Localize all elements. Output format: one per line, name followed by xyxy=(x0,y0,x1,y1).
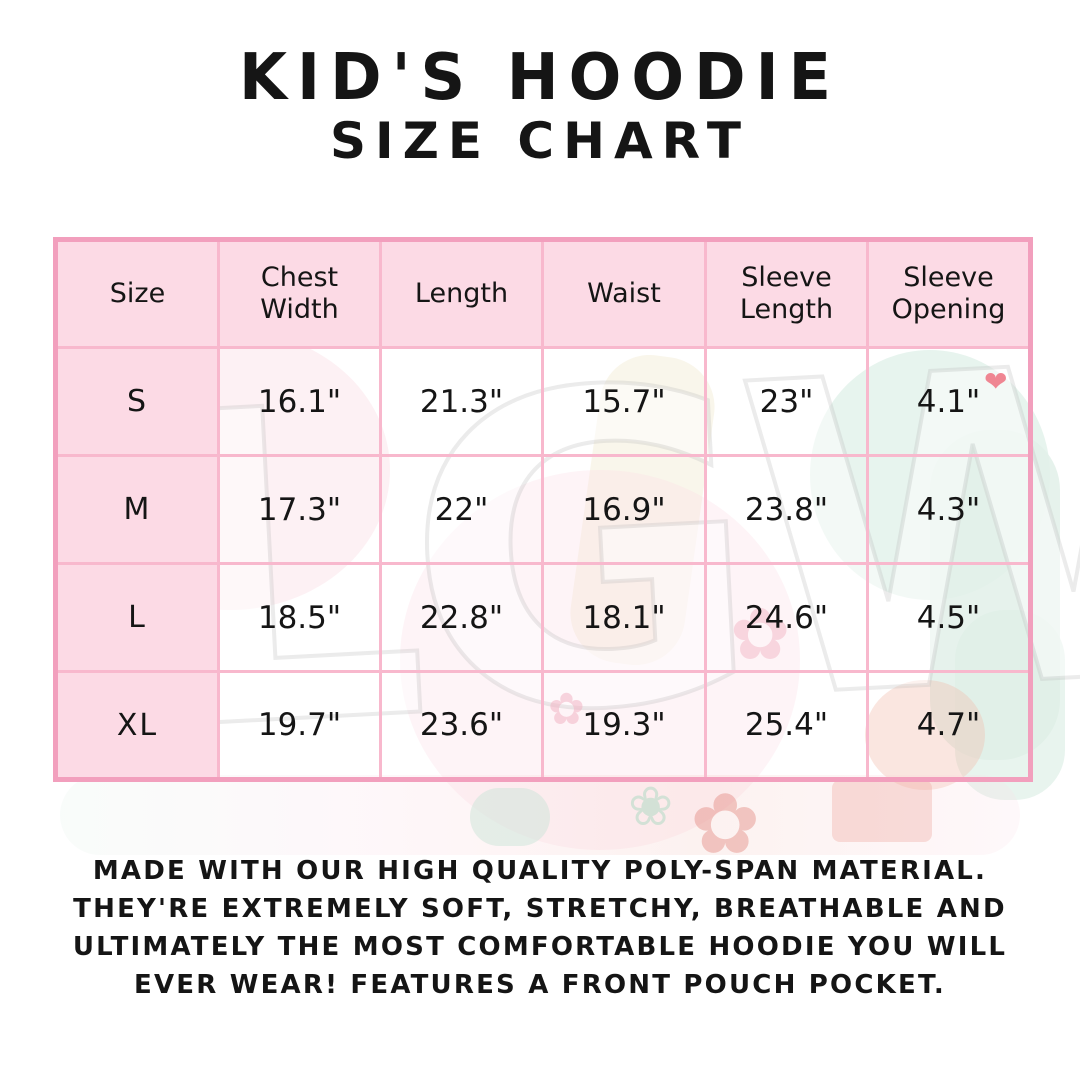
description-line: MADE WITH OUR HIGH QUALITY POLY-SPAN MAT… xyxy=(92,856,988,886)
description-line: EVER WEAR! FEATURES A FRONT POUCH POCKET… xyxy=(133,970,947,1000)
column-header-sleeve-opening: Sleeve Opening xyxy=(866,238,1032,349)
column-header-waist: Waist xyxy=(541,238,707,349)
table-header-row: Size Chest Width Length Waist Sleeve Len… xyxy=(54,238,1032,349)
measurement-value: 4.3" xyxy=(866,454,1032,565)
measurement-value: 16.9" xyxy=(541,454,707,565)
description-line: ULTIMATELY THE MOST COMFORTABLE HOODIE Y… xyxy=(72,932,1008,962)
measurement-value: 23" xyxy=(704,346,869,457)
measurement-value: 4.1" xyxy=(866,346,1032,457)
size-label: XL xyxy=(54,670,220,781)
measurement-value: 25.4" xyxy=(704,670,869,781)
measurement-value: 19.3" xyxy=(541,670,707,781)
description-line: THEY'RE EXTREMELY SOFT, STRETCHY, BREATH… xyxy=(73,894,1007,924)
measurement-value: 17.3" xyxy=(217,454,382,565)
column-header-length: Length xyxy=(379,238,544,349)
measurement-value: 23.8" xyxy=(704,454,869,565)
column-header-size: Size xyxy=(54,238,220,349)
cactus-shape xyxy=(470,788,550,846)
size-label: S xyxy=(54,346,220,457)
table-row: S 16.1" 21.3" 15.7" 23" 4.1" xyxy=(54,346,1032,457)
size-chart-table: Size Chest Width Length Waist Sleeve Len… xyxy=(53,237,1033,782)
measurement-value: 15.7" xyxy=(541,346,707,457)
measurement-value: 18.1" xyxy=(541,562,707,673)
leaf-icon: ❀ xyxy=(628,775,674,838)
measurement-value: 23.6" xyxy=(379,670,544,781)
poinsettia-flower-icon: ✿ xyxy=(690,775,761,873)
table-row: M 17.3" 22" 16.9" 23.8" 4.3" xyxy=(54,454,1032,565)
table-row: XL 19.7" 23.6" 19.3" 25.4" 4.7" xyxy=(54,670,1032,781)
measurement-value: 22" xyxy=(379,454,544,565)
measurement-value: 19.7" xyxy=(217,670,382,781)
measurement-value: 22.8" xyxy=(379,562,544,673)
measurement-value: 24.6" xyxy=(704,562,869,673)
title-product-name: KID'S HOODIE xyxy=(239,38,841,115)
material-description: MADE WITH OUR HIGH QUALITY POLY-SPAN MAT… xyxy=(0,852,1080,1004)
title-size-chart-label: SIZE CHART xyxy=(329,112,751,171)
table-row: L 18.5" 22.8" 18.1" 24.6" 4.5" xyxy=(54,562,1032,673)
measurement-value: 16.1" xyxy=(217,346,382,457)
measurement-value: 4.5" xyxy=(866,562,1032,673)
size-label: M xyxy=(54,454,220,565)
gift-box-shape xyxy=(832,780,932,842)
measurement-value: 18.5" xyxy=(217,562,382,673)
page-title: KID'S HOODIE SIZE CHART xyxy=(0,38,1080,171)
measurement-value: 4.7" xyxy=(866,670,1032,781)
measurement-value: 21.3" xyxy=(379,346,544,457)
column-header-chest-width: Chest Width xyxy=(217,238,382,349)
size-label: L xyxy=(54,562,220,673)
column-header-sleeve-length: Sleeve Length xyxy=(704,238,869,349)
